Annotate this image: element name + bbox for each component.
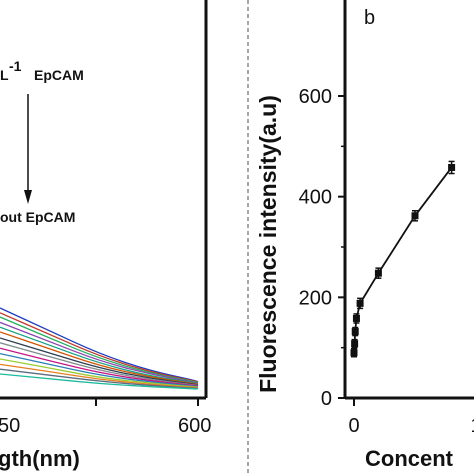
spectra-curves [0,307,199,390]
spectrum-curve-4 [0,321,199,384]
spectrum-curve-12 [0,363,199,389]
panel-b-y-axis-title: Fluorescence intensity(a.u) [255,95,281,393]
annotation-top-label: EpCAM [34,67,84,83]
data-point-6 [374,267,382,279]
panel-label-b: b [364,7,375,29]
panel-b-y-tick-label: 400 [299,187,332,209]
panel-b-y-tick-label: 0 [321,388,332,410]
spectrum-curve-8 [0,342,199,387]
spectrum-curve-3 [0,316,199,384]
spectrum-curve-13 [0,368,199,390]
annotation-bottom-label: out EpCAM [0,209,75,225]
spectrum-curve-6 [0,331,199,385]
panel-b-x-tick-label: 1 [470,415,474,437]
panel-a-x-tick-label: 50 [0,415,20,437]
annotation-arrow-head [24,190,32,204]
spectrum-curve-11 [0,358,199,388]
panel-b-y-tick-label: 600 [299,86,332,108]
data-point-3 [351,326,359,337]
data-point-7 [411,210,419,222]
panel-a-x-axis-title: gth(nm) [0,446,80,471]
spectrum-curve-7 [0,337,199,386]
spectrum-curve-5 [0,326,199,385]
spectrum-curve-9 [0,347,199,387]
data-point-4 [352,313,360,324]
annotation-top-superscript: -1 [9,58,22,74]
data-point-2 [351,338,359,349]
spectrum-curve-2 [0,312,199,383]
panel-b-x-tick-label: 0 [348,415,359,437]
panel-a-spectra: 50 600 gth(nm) L -1 EpCAM out EpCAM [0,0,211,471]
data-point-8 [448,160,456,175]
annotation-top-fragment: L [0,67,9,83]
data-point-1 [350,347,358,358]
data-point-5 [356,297,364,310]
spectrum-curve-14 [0,373,199,390]
data-points [350,160,456,358]
panel-b-y-tick-label: 200 [299,287,332,309]
spectrum-curve-10 [0,352,199,388]
panel-b-x-axis-title: Concent [365,446,454,471]
spectrum-curve-1 [0,307,199,382]
panel-b-calibration: 0 200 400 600 0 1 Fluorescence intensity(a.u)… [255,0,474,471]
panel-a-x-tick-label: 600 [178,415,211,437]
panel-b-ticks: 0 200 400 600 0 1 [299,86,474,437]
